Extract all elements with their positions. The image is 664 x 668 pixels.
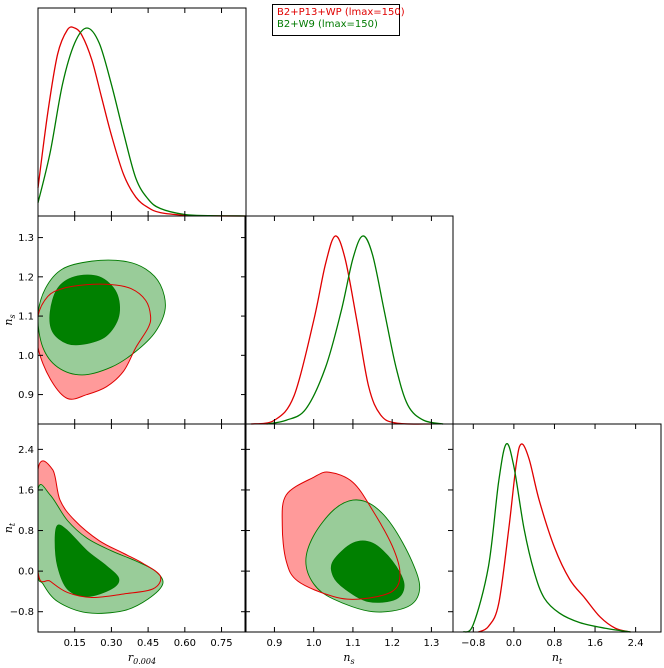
marginal-curve-red xyxy=(37,26,247,217)
x-axis-nt-ticklabel: 1.6 xyxy=(587,638,603,649)
y-axis-nt-ticklabel: 0.0 xyxy=(18,567,34,578)
x-axis-title-ns: ns xyxy=(343,651,354,666)
contour-panel-nt_vs_ns: 0.9 1.0 1.1 1.2 1.3 xyxy=(244,423,454,649)
marginal-curve-red xyxy=(250,235,432,425)
panel-frame xyxy=(37,7,247,217)
x-axis-title-r: r0.004 xyxy=(128,651,156,666)
marginal-panel-r xyxy=(37,7,247,217)
contour-red-outline xyxy=(281,471,401,600)
panel-frame xyxy=(37,423,247,633)
panel-frame xyxy=(452,423,662,633)
x-axis-nt-ticklabel: 0.0 xyxy=(506,638,522,649)
panel-frame xyxy=(244,423,454,633)
y-axis-ns-ticklabel: 1.0 xyxy=(18,351,34,362)
contour-panel-nt_vs_r: 0.15 0.30 0.45 0.60 0.75 −0.8 0.0 0.8 1.6 2.4 xyxy=(10,423,247,649)
y-axis-ns-ticklabel: 1.3 xyxy=(18,233,34,244)
marginal-curve-green xyxy=(462,443,631,633)
contour-green-inner xyxy=(49,274,121,346)
contour-panel-ns_vs_r: 0.9 1.0 1.1 1.2 1.3 xyxy=(18,215,247,425)
x-axis-ns-ticklabel: 0.9 xyxy=(266,638,282,649)
x-axis-nt-ticklabel: 2.4 xyxy=(628,638,644,649)
marginal-panel-nt: −0.8 0.0 0.8 1.6 2.4 xyxy=(452,423,662,649)
contour-green-inner xyxy=(330,540,405,603)
y-axis-ns-ticklabel: 1.1 xyxy=(18,312,34,323)
marginal-panel-ns xyxy=(244,215,454,425)
contour-green-inner xyxy=(54,524,120,597)
x-axis-title-nt: nt xyxy=(552,651,563,666)
y-axis-title-nt: nt xyxy=(2,522,17,533)
contour-red-outline xyxy=(38,283,152,400)
panel-frame xyxy=(244,215,454,425)
x-axis-ns-ticklabel: 1.0 xyxy=(306,638,322,649)
legend-box: B2+P13+WP (lmax=150) B2+W9 (lmax=150) xyxy=(272,4,405,36)
x-axis-r-ticklabel: 0.30 xyxy=(100,638,122,649)
y-axis-nt-ticklabel: 2.4 xyxy=(18,445,34,456)
x-axis-nt-ticklabel: −0.8 xyxy=(461,638,485,649)
y-axis-ns-ticklabel: 1.2 xyxy=(18,272,34,283)
x-axis-r-ticklabel: 0.45 xyxy=(137,638,159,649)
marginal-curve-red xyxy=(478,443,631,633)
x-axis-r-ticklabel: 0.75 xyxy=(210,638,232,649)
contour-red-outline xyxy=(38,460,162,599)
x-axis-r-ticklabel: 0.60 xyxy=(174,638,196,649)
y-axis-nt-ticklabel: 0.8 xyxy=(18,526,34,537)
x-axis-ns-ticklabel: 1.1 xyxy=(345,638,361,649)
legend-entry-green: B2+W9 (lmax=150) xyxy=(277,19,378,30)
x-axis-nt-ticklabel: 0.8 xyxy=(547,638,563,649)
marginal-curve-green xyxy=(37,27,247,217)
marginal-curve-green xyxy=(266,235,444,425)
y-axis-nt-ticklabel: 1.6 xyxy=(18,485,34,496)
legend-entry-red: B2+P13+WP (lmax=150) xyxy=(277,7,405,18)
x-axis-ns-ticklabel: 1.2 xyxy=(384,638,400,649)
x-axis-r-ticklabel: 0.15 xyxy=(64,638,86,649)
y-axis-ns-ticklabel: 0.9 xyxy=(18,390,34,401)
y-axis-nt-ticklabel: −0.8 xyxy=(10,607,34,618)
x-axis-ns-ticklabel: 1.3 xyxy=(423,638,439,649)
y-axis-title-ns: ns xyxy=(2,314,17,325)
